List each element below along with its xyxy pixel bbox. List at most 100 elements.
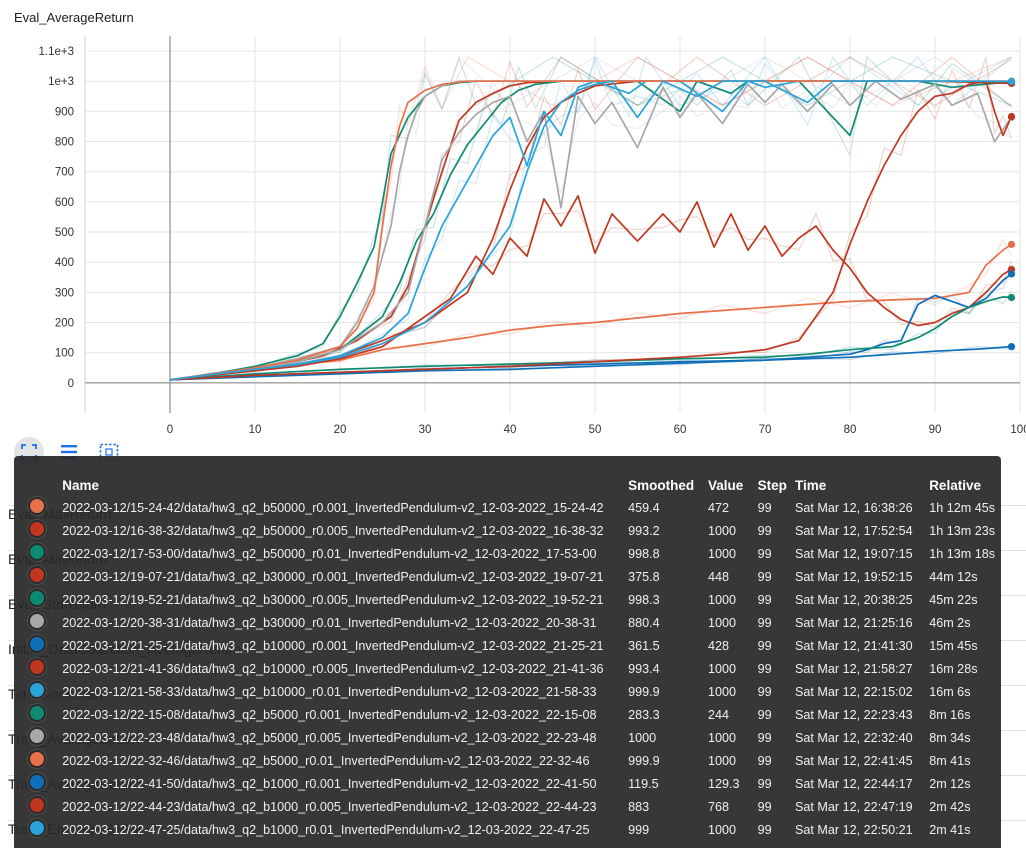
series-color-dot [28,704,46,722]
cell-name: 2022-03-12/16-38-32/data/hw3_q2_b50000_r… [62,523,604,538]
series-color-dot [28,520,46,538]
cell-step: 99 [757,500,772,515]
cell-time: Sat Mar 12, 22:44:17 [795,776,913,791]
series-line [169,80,1012,381]
cell-step: 99 [757,523,772,538]
cell-smoothed: 998.3 [628,592,660,607]
series-line [169,80,1013,381]
cell-time: Sat Mar 12, 22:50:21 [795,822,913,837]
raw-series-line [169,75,1012,381]
cell-relative: 44m 12s [929,569,978,584]
cell-time: Sat Mar 12, 22:47:19 [795,799,913,814]
cell-relative: 45m 22s [929,592,978,607]
cell-relative: 1h 13m 18s [929,546,995,561]
cell-smoothed: 999 [628,822,650,837]
cell-step: 99 [757,730,772,745]
series-color-dot [28,497,46,515]
header-name: Name [62,477,99,493]
cell-relative: 2m 42s [929,799,971,814]
cell-relative: 8m 34s [929,730,971,745]
x-tick-label: 100 [1010,424,1026,436]
cell-time: Sat Mar 12, 22:32:40 [795,730,913,745]
cell-time: Sat Mar 12, 17:52:54 [795,523,913,538]
series-end-marker [1007,293,1016,302]
series-end-marker [1007,112,1016,121]
tooltip-row: 2022-03-12/15-24-42/data/hw3_q2_b50000_r… [28,496,1001,519]
raw-series-line [169,56,1013,381]
smoothed-series-lines [169,80,1013,381]
cell-smoothed: 361.5 [628,638,660,653]
line-chart[interactable]: 0 10 20 30 40 50 60 70 80 90 100 0 100 200 300 400 500 6… [0,0,1026,440]
series-color-dot [28,635,46,653]
header-step: Step [757,477,787,493]
series-swatch [28,657,62,680]
cell-time: Sat Mar 12, 19:07:15 [795,546,913,561]
cell-step: 99 [757,615,772,630]
x-tick-label: 80 [844,424,857,436]
series-swatch [28,519,62,542]
cell-value: 1000 [707,546,736,561]
series-color-dot [28,796,46,814]
cell-relative: 2m 12s [929,776,971,791]
cell-value: 1000 [707,684,736,699]
series-swatch [28,749,62,772]
header-time: Time [795,477,827,493]
cell-relative: 15m 45s [929,638,978,653]
cell-relative: 2m 41s [929,822,971,837]
cell-smoothed: 883 [628,799,650,814]
tooltip-row: 2022-03-12/22-15-08/data/hw3_q2_b5000_r0… [28,703,1001,726]
cell-time: Sat Mar 12, 21:25:16 [795,615,913,630]
series-line [169,80,1012,381]
y-tick-label: 1.1e+3 [39,46,75,58]
series-swatch [28,726,62,749]
series-color-dot [28,819,46,837]
cell-relative: 16m 28s [929,661,978,676]
x-tick-label: 0 [167,424,173,436]
series-line [169,80,1013,381]
cell-value: 244 [707,707,729,722]
cell-smoothed: 880.4 [628,615,660,630]
series-swatch [28,818,62,841]
cell-name: 2022-03-12/20-38-31/data/hw3_q2_b30000_r… [62,615,597,630]
tooltip-row: 2022-03-12/22-41-50/data/hw3_q2_b1000_r0… [28,772,1001,795]
cell-smoothed: 375.8 [628,569,660,584]
y-tick-labels: 0 100 200 300 400 500 600 700 800 900 1e+3 1.1e+3 [39,46,75,390]
y-tick-label: 300 [55,287,74,299]
cell-smoothed: 993.4 [628,661,660,676]
tooltip-row: 2022-03-12/16-38-32/data/hw3_q2_b50000_r… [28,519,1001,542]
cell-name: 2022-03-12/22-44-23/data/hw3_q2_b1000_r0… [62,799,597,814]
cell-relative: 1h 12m 45s [929,500,995,515]
series-swatch [28,795,62,818]
cell-time: Sat Mar 12, 22:23:43 [795,707,913,722]
raw-series-line [169,55,1012,381]
cell-step: 99 [757,822,772,837]
tooltip-row: 2022-03-12/19-07-21/data/hw3_q2_b30000_r… [28,565,1001,588]
chart-title: Eval_AverageReturn [14,10,134,25]
cell-time: Sat Mar 12, 16:38:26 [795,500,913,515]
cell-step: 99 [757,707,772,722]
cell-value: 768 [707,799,729,814]
cell-time: Sat Mar 12, 21:58:27 [795,661,913,676]
cell-step: 99 [757,753,772,768]
series-color-dot [28,543,46,561]
y-tick-label: 600 [55,197,74,209]
cell-step: 99 [757,661,772,676]
cell-smoothed: 1000 [628,730,657,745]
cell-step: 99 [757,776,772,791]
cell-value: 1000 [707,730,736,745]
tooltip-row: 2022-03-12/22-47-25/data/hw3_q2_b1000_r0… [28,818,1001,841]
raw-series-line [169,55,1012,381]
series-line [169,80,1012,381]
series-line [169,296,1012,381]
series-swatch [28,634,62,657]
cell-smoothed: 119.5 [628,776,659,791]
cell-value: 1000 [707,661,736,676]
header-smoothed: Smoothed [628,477,695,493]
cell-name: 2022-03-12/22-41-50/data/hw3_q2_b1000_r0… [62,776,597,791]
series-swatch [28,565,62,588]
cell-time: Sat Mar 12, 20:38:25 [795,592,913,607]
header-relative: Relative [929,477,981,493]
cell-value: 428 [707,638,729,653]
cell-relative: 16m 6s [929,684,971,699]
y-tick-label: 900 [55,106,74,118]
